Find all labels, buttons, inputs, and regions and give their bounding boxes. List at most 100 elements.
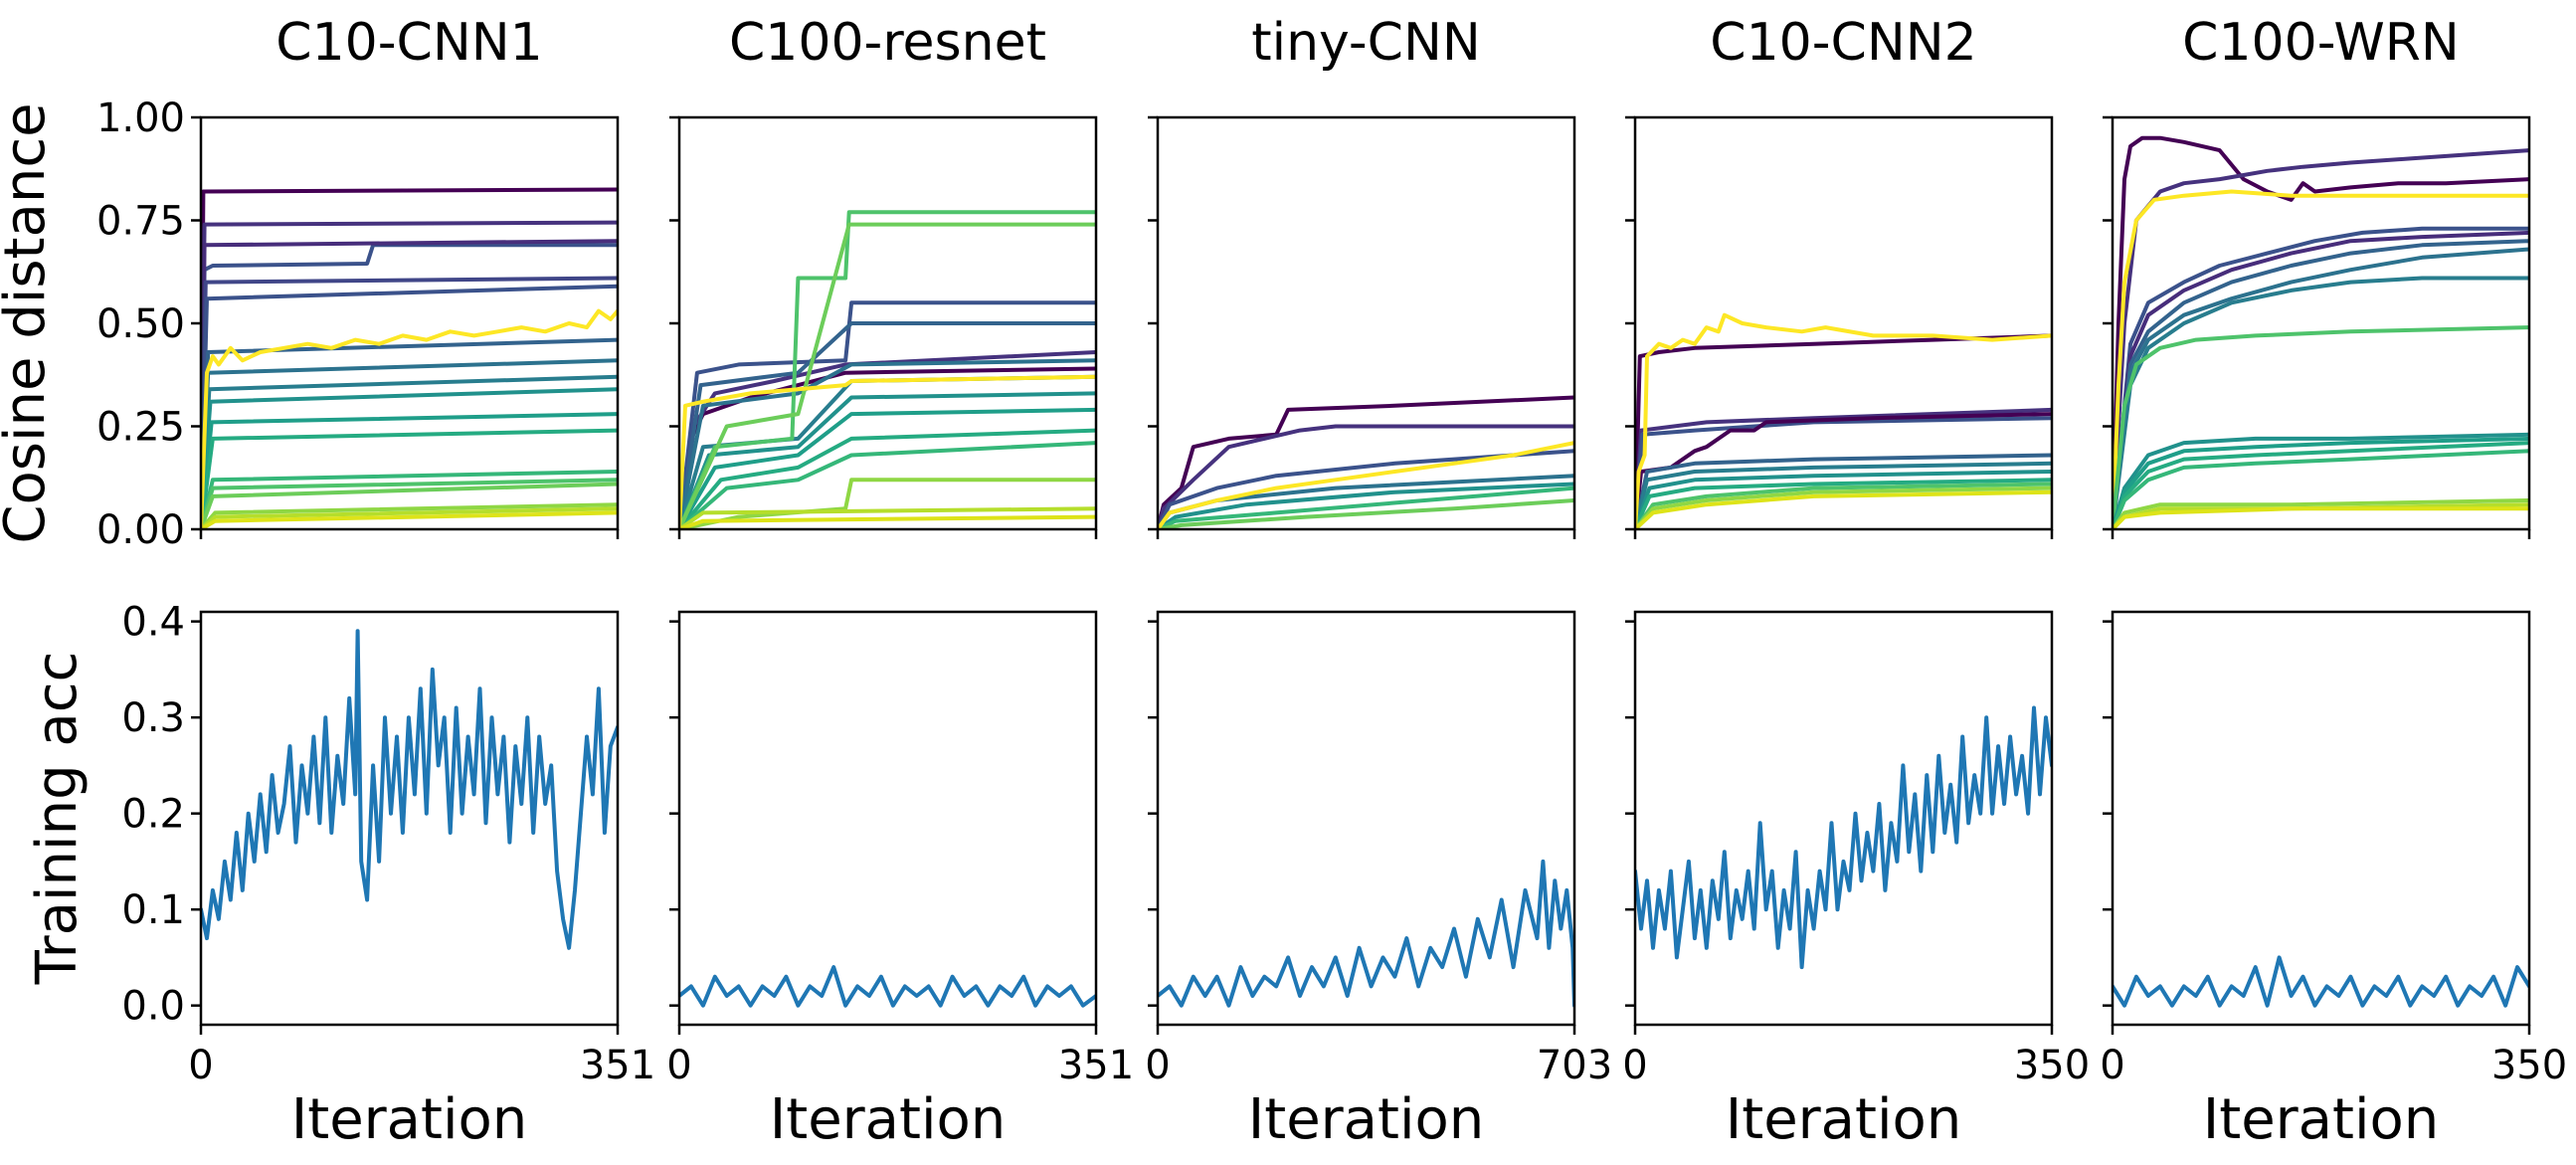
plot-area (201, 629, 618, 950)
series-line (2113, 189, 2529, 529)
series-line (679, 358, 1096, 529)
series-line (1158, 859, 1574, 1008)
axes-frame (1633, 610, 2054, 1027)
series-line (1635, 485, 2052, 529)
panel-cosine-5: C100-WRN (2103, 13, 2531, 539)
y-tick-label: 0.50 (96, 301, 185, 347)
panel-accuracy-1: 0.0 0.1 0.2 0.3 0.4 0 351 Iteration (121, 600, 655, 1152)
y-tick-label: 0.00 (96, 507, 185, 553)
panel-title: C10-CNN2 (1710, 13, 1976, 73)
series-line (1635, 461, 2052, 529)
series-line (1158, 449, 1574, 529)
plot-area (1635, 705, 2052, 970)
series-line (679, 441, 1096, 529)
series-line (1635, 333, 2052, 529)
series-line (679, 321, 1096, 529)
x-tick-label: 0 (2100, 1043, 2124, 1088)
plot-area (2113, 955, 2529, 1008)
series-line (679, 407, 1096, 529)
plot-area (679, 965, 1096, 1008)
plot-area (1158, 859, 1574, 1008)
y-tick-label: 0.2 (121, 792, 185, 838)
panel-title: tiny-CNN (1251, 13, 1481, 73)
series-line (679, 210, 1096, 529)
x-axis-label: Iteration (2203, 1087, 2440, 1152)
axes-frame (677, 610, 1098, 1027)
series-line (2113, 247, 2529, 529)
panel-cosine-4: C10-CNN2 (1625, 13, 2054, 539)
series-line (2113, 239, 2529, 529)
series-line (201, 428, 618, 529)
series-line (1158, 485, 1574, 529)
panel-accuracy-3: 0 703 Iteration (1145, 610, 1612, 1152)
x-tick-label: 0 (188, 1043, 213, 1088)
x-tick-label: 0 (666, 1043, 691, 1088)
panel-title: C10-CNN1 (276, 13, 542, 73)
panel-grid: C10-CNN1 0.00 0.25 0.50 0.75 1.00 C100-resnet t… (96, 13, 2567, 1152)
panel-cosine-1: C10-CNN1 0.00 0.25 0.50 0.75 1.00 (96, 13, 620, 553)
y-tick-label: 0.4 (121, 600, 185, 646)
series-line (2113, 441, 2529, 529)
y-tick-label: 0.1 (121, 887, 185, 933)
series-line (1635, 705, 2052, 970)
series-line (1635, 312, 2052, 529)
series-line (679, 374, 1096, 529)
x-axis-label: Iteration (1726, 1087, 1962, 1152)
series-line (2113, 226, 2529, 529)
x-tick-label: 703 (1537, 1043, 1612, 1088)
plot-area (201, 187, 618, 529)
series-line (1635, 470, 2052, 529)
y-tick-label: 0.75 (96, 199, 185, 245)
axes-frame (199, 115, 620, 531)
x-tick-label: 0 (1622, 1043, 1647, 1088)
series-line (1158, 498, 1574, 529)
series-line (679, 514, 1096, 529)
series-line (2113, 276, 2529, 529)
axes-frame (1156, 610, 1576, 1027)
series-line (2113, 436, 2529, 529)
panel-title: C100-WRN (2182, 13, 2460, 73)
y-axis-label-top: Cosine distance (0, 102, 58, 543)
axes-frame (2111, 610, 2531, 1027)
axes-frame (199, 610, 620, 1027)
x-axis-label: Iteration (1248, 1087, 1485, 1152)
y-axis-label-bottom: Training acc (25, 652, 90, 986)
series-line (1158, 424, 1574, 529)
series-line (1158, 395, 1574, 529)
series-line (679, 506, 1096, 529)
series-line (679, 965, 1096, 1008)
x-axis-label: Iteration (291, 1087, 528, 1152)
series-line (1158, 482, 1574, 529)
plot-area (2113, 135, 2529, 529)
x-tick-label: 350 (2014, 1043, 2090, 1088)
plot-area (679, 210, 1096, 529)
series-line (2113, 432, 2529, 529)
x-tick-label: 351 (1058, 1043, 1134, 1088)
series-line (201, 482, 618, 529)
y-tick-label: 0.3 (121, 695, 185, 741)
panel-cosine-2: C100-resnet (669, 13, 1098, 539)
plot-area (1158, 395, 1574, 529)
series-line (201, 308, 618, 529)
y-tick-label: 1.00 (96, 96, 185, 141)
panel-cosine-3: tiny-CNN (1148, 13, 1576, 539)
series-line (1635, 478, 2052, 529)
series-line (1158, 441, 1574, 529)
series-line (679, 300, 1096, 529)
series-line (2113, 135, 2529, 529)
series-line (2113, 325, 2529, 529)
panel-title: C100-resnet (729, 13, 1046, 73)
series-line (2113, 449, 2529, 529)
x-tick-label: 351 (580, 1043, 655, 1088)
panel-accuracy-2: 0 351 Iteration (666, 610, 1134, 1152)
panel-accuracy-4: 0 350 Iteration (1622, 610, 2090, 1152)
y-tick-label: 0.25 (96, 405, 185, 451)
series-line (2113, 506, 2529, 529)
panel-accuracy-5: 0 350 Iteration (2100, 610, 2567, 1152)
series-line (679, 428, 1096, 529)
series-line (679, 222, 1096, 529)
series-line (201, 629, 618, 950)
plot-area (1635, 312, 2052, 529)
series-line (2113, 955, 2529, 1008)
